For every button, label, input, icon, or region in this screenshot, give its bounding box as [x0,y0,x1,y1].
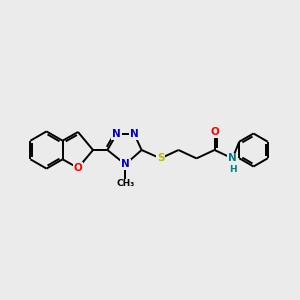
Text: N: N [112,129,121,140]
Text: CH₃: CH₃ [116,179,134,188]
Text: N: N [130,129,139,140]
Text: O: O [74,163,82,173]
Text: N: N [228,153,237,164]
Text: H: H [229,165,236,174]
Text: O: O [210,127,219,137]
Text: S: S [157,153,164,164]
Text: N: N [121,159,130,170]
